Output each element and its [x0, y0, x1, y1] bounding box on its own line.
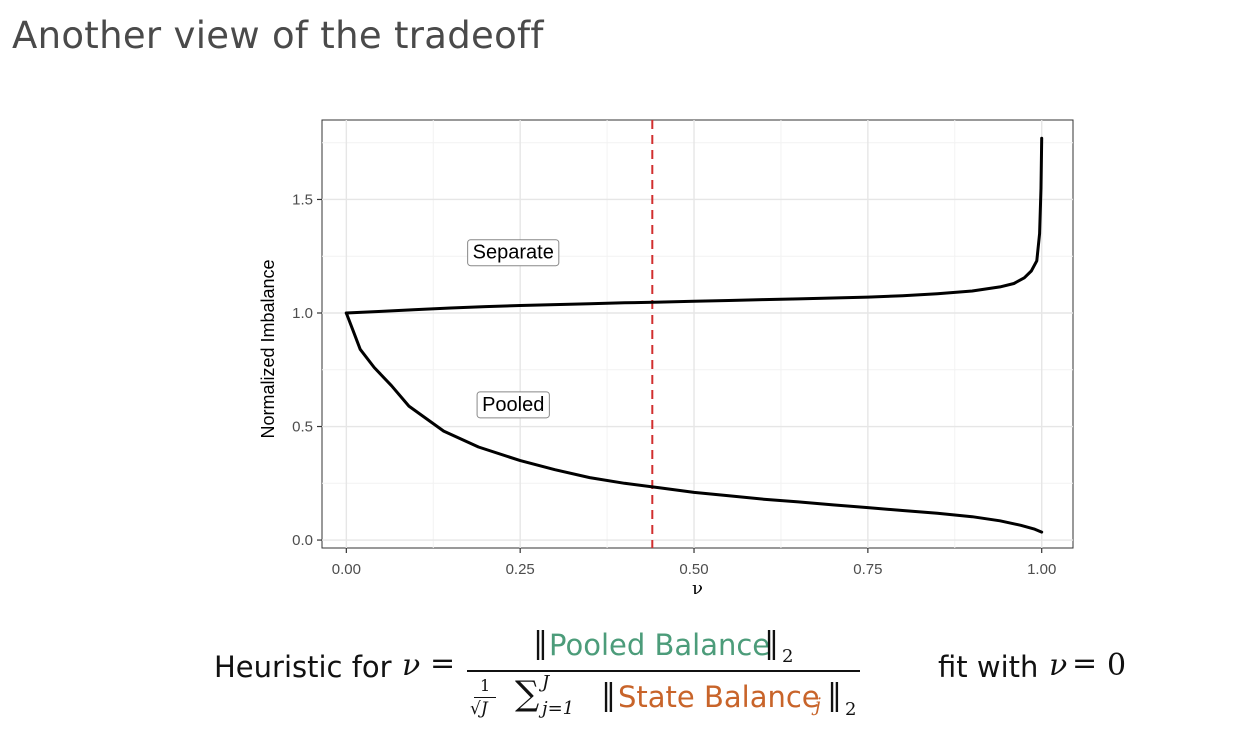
formula-state-sub: j [815, 694, 821, 716]
annotation-group: Separate Pooled [467, 239, 560, 419]
annotation-text: Pooled [482, 394, 544, 416]
series-line-separate [344, 136, 1044, 315]
formula-numerator: Pooled Balance [549, 628, 771, 662]
series-group [344, 136, 1044, 534]
y-tick-label: 0.0 [292, 532, 313, 549]
x-tick-label: 0.75 [853, 561, 882, 578]
norm-close-den: ‖ [827, 678, 842, 713]
x-tick-label: 0.25 [506, 561, 535, 578]
y-axis-label: Normalized Imbalance [258, 259, 278, 438]
formula-norm-sub-den: 2 [845, 699, 857, 720]
x-tick-label: 0.50 [679, 561, 708, 578]
x-tick-label: 1.00 [1027, 561, 1056, 578]
formula-state-balance: State Balance [618, 680, 820, 714]
formula-nu: ν [402, 648, 421, 683]
den-small-bar [474, 697, 496, 698]
formula-lead: Heuristic for [214, 650, 392, 684]
sum-upper: J [542, 672, 550, 693]
plot-panel [321, 119, 1074, 549]
y-tick-label: 1.0 [292, 305, 313, 322]
annotation-box [476, 391, 550, 419]
annotation-label: Separate [467, 239, 560, 267]
den-frac-num: 1 [480, 676, 491, 695]
annotation-label: Pooled [476, 391, 550, 419]
x-tick-label: 0.00 [332, 561, 361, 578]
y-tick-label: 0.5 [292, 419, 313, 436]
x-axis-label: ν [692, 578, 703, 599]
annotation-box [467, 239, 560, 267]
sum-lower: j=1 [542, 698, 575, 719]
fit-zero: 0 [1107, 648, 1127, 683]
y-tick-label: 1.5 [292, 191, 313, 208]
slide-title: Another view of the tradeoff [12, 14, 544, 57]
fit-nu: ν [1049, 648, 1068, 683]
norm-open-den: ‖ [601, 678, 616, 713]
den-frac-den: √J [470, 699, 488, 719]
y-axis: 0.0 0.5 1.0 1.5 [292, 191, 322, 549]
formula-norm-sub-num: 2 [782, 646, 794, 667]
fit-text: fit with [938, 650, 1039, 684]
grid-major [322, 120, 1073, 548]
norm-close-num: ‖ [764, 626, 779, 661]
sum-symbol: ∑ [515, 674, 540, 714]
fraction-bar [467, 670, 860, 672]
fit-equals: = [1072, 646, 1098, 681]
x-axis: 0.00 0.25 0.50 0.75 1.00 [332, 548, 1056, 578]
annotation-text: Separate [473, 242, 554, 264]
norm-open-num: ‖ [533, 626, 548, 661]
formula-equals: = [430, 646, 456, 681]
series-line-pooled [344, 311, 1044, 534]
grid-minor [322, 120, 1073, 548]
